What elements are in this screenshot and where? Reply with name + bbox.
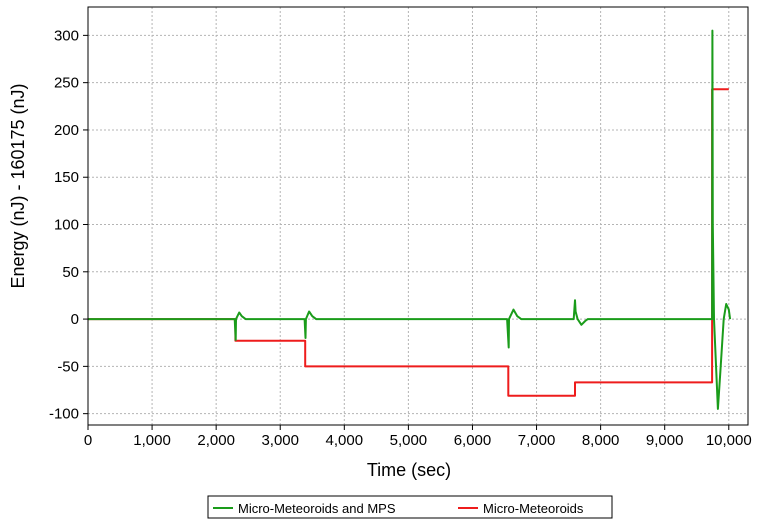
y-axis: -100 -50 0 50 100 150 200 250 300 [49,27,88,423]
y-tick-label: 150 [54,169,79,186]
series-layer [88,29,732,410]
x-tick-label: 2,000 [197,432,235,449]
y-tick-label: 50 [62,264,79,281]
legend-label-micro-meteoroids-and-mps: Micro-Meteoroids and MPS [238,501,396,516]
legend-label-micro-meteoroids: Micro-Meteoroids [483,501,584,516]
x-tick-label: 0 [84,432,92,449]
legend-box [207,495,613,519]
legend: Micro-Meteoroids and MPS Micro-Meteoroid… [207,495,613,519]
x-tick-label: 5,000 [390,432,428,449]
series-line-micro-meteoroids-and-mps [88,29,732,410]
y-tick-label: 250 [54,75,79,92]
y-tick-label: 0 [71,311,79,328]
x-axis-label: Time (sec) [367,460,451,480]
x-tick-label: 1,000 [133,432,171,449]
y-tick-label: -100 [49,406,79,423]
x-tick-label: 8,000 [582,432,620,449]
y-tick-label: -50 [57,358,79,375]
y-tick-label: 100 [54,217,79,234]
y-tick-label: 200 [54,122,79,139]
x-tick-label: 9,000 [646,432,684,449]
x-tick-label: 6,000 [454,432,492,449]
x-tick-label: 10,000 [706,432,752,449]
y-tick-label: 300 [54,27,79,44]
plot-frame [87,6,749,426]
y-axis-label: Energy (nJ) - 160175 (nJ) [8,83,28,288]
x-axis: 0 1,000 2,000 3,000 4,000 5,000 6,000 7,000 8,00… [84,425,752,449]
x-tick-label: 7,000 [518,432,556,449]
x-tick-label: 3,000 [261,432,299,449]
x-tick-label: 4,000 [326,432,364,449]
